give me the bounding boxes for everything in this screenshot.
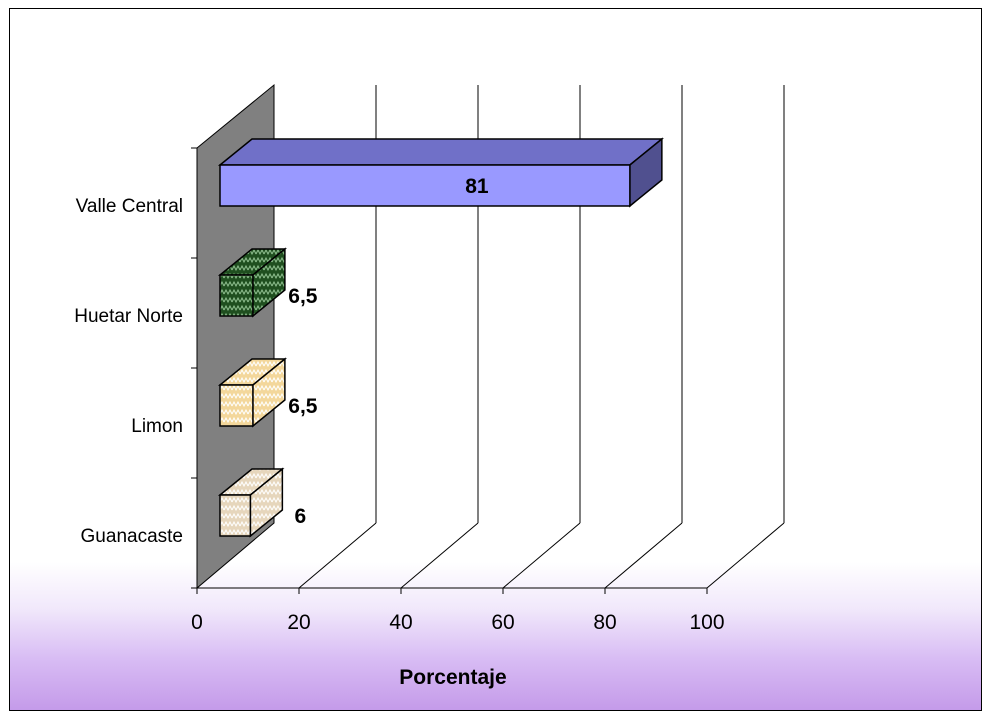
gridline (502, 522, 581, 589)
gridline (400, 522, 479, 589)
bar-huetar-norte (219, 274, 254, 317)
data-label: 6 (295, 505, 307, 528)
x-tick-label: 60 (491, 611, 514, 634)
data-label: 6,5 (288, 285, 318, 308)
x-tick-label: 80 (593, 611, 616, 634)
bar-valle-central (219, 164, 631, 207)
x-tick-label: 0 (191, 611, 203, 634)
y-tick-label: Valle Central (76, 196, 183, 217)
gridline (604, 522, 683, 589)
data-label: 81 (465, 175, 489, 198)
y-tick-label: Huetar Norte (74, 306, 183, 327)
gridline (706, 522, 785, 589)
y-tick-label: Guanacaste (81, 526, 183, 547)
x-tick-label: 100 (689, 611, 724, 634)
bar-guanacaste (219, 494, 252, 537)
y-tick-label: Limon (131, 416, 183, 437)
data-label: 6,5 (288, 395, 318, 418)
bar-limon (219, 384, 254, 427)
chart-frame (9, 8, 982, 711)
gridline (298, 522, 377, 589)
x-axis-title: Porcentaje (399, 666, 506, 689)
x-tick-label: 40 (389, 611, 412, 634)
x-tick-label: 20 (287, 611, 310, 634)
bar-top-face (217, 138, 664, 166)
